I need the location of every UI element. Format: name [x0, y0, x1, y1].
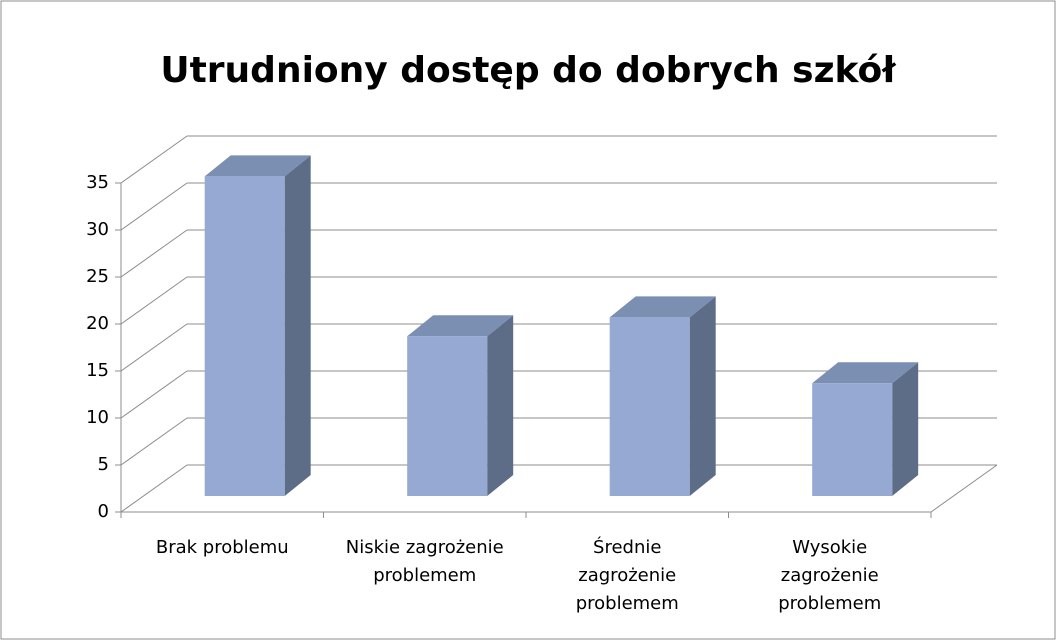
- x-tick-label: Brak problemu: [155, 537, 289, 558]
- x-tick-label: Niskie zagrożenie problemem: [345, 537, 504, 586]
- bar: [812, 362, 919, 497]
- bar-top: [407, 315, 514, 337]
- bar-front: [609, 317, 690, 497]
- y-tick-label: 5: [98, 454, 109, 475]
- y-tick-label: 0: [98, 501, 109, 522]
- wall-line: [120, 135, 188, 184]
- bar-side: [487, 315, 514, 497]
- y-tick-label: 20: [86, 313, 109, 334]
- y-tick-label: 35: [86, 172, 109, 193]
- bar-front: [204, 176, 285, 497]
- bar-side: [284, 155, 311, 497]
- floor-edge: [930, 464, 998, 513]
- wall-line: [120, 370, 188, 419]
- wall-line: [120, 182, 188, 231]
- x-tick-label: Wysokie zagrożenie problemem: [778, 537, 882, 614]
- y-tick-label: 10: [86, 407, 109, 428]
- bar: [609, 296, 716, 497]
- bar: [407, 315, 514, 497]
- wall-line: [120, 417, 188, 466]
- y-tick-label: 15: [86, 360, 109, 381]
- bar-top: [812, 362, 919, 384]
- chart-title: Utrudniony dostęp do dobrych szkół: [160, 50, 897, 91]
- bar-top: [204, 155, 311, 177]
- wall-line: [120, 464, 188, 513]
- y-tick-label: 30: [86, 219, 109, 240]
- bar-front: [812, 383, 893, 497]
- bar-top: [609, 296, 716, 318]
- bar-front: [407, 336, 488, 497]
- y-tick-label: 25: [86, 266, 109, 287]
- bar-side: [892, 362, 919, 497]
- wall-line: [120, 323, 188, 372]
- bar: [204, 155, 311, 497]
- bar-side: [689, 296, 716, 497]
- wall-line: [120, 229, 188, 278]
- wall-line: [120, 276, 188, 325]
- x-tick-label: Średnie zagrożenie problemem: [575, 537, 679, 614]
